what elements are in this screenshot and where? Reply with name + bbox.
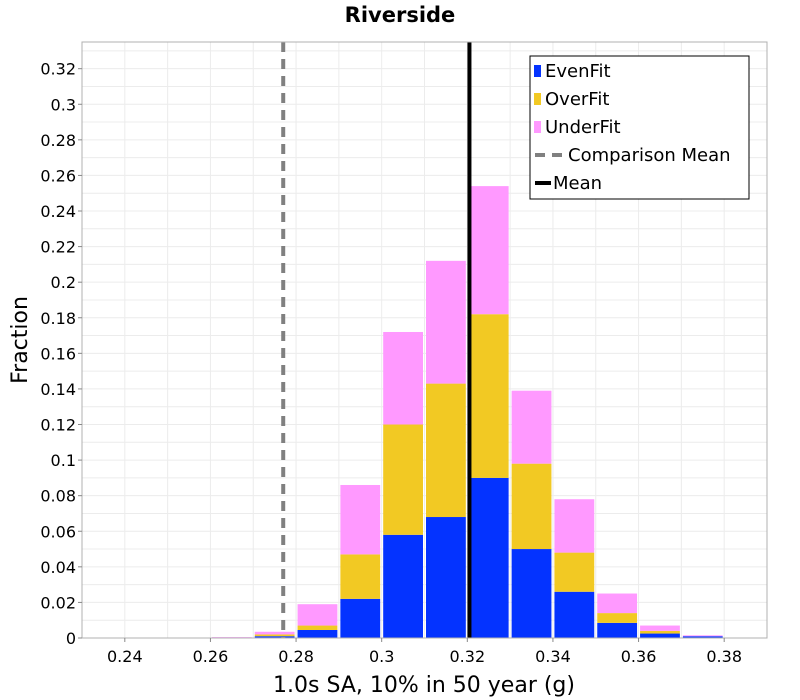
legend-label-mean: Mean [553,173,602,194]
x-tick-label: 0.26 [193,647,229,666]
y-tick-label: 0.3 [51,95,76,114]
bar-underfit-0.325 [468,186,509,315]
y-tick-label: 0 [66,629,76,648]
bar-evenfit-0.335 [511,549,552,638]
bar-underfit-0.335 [511,390,552,464]
bar-overfit-0.335 [511,463,552,550]
y-tick-label: 0.06 [40,522,76,541]
y-tick-labels: 0 0.02 0.04 0.06 0.08 0.1 0.12 0.14 0.16 0.18 0.2 0… [40,60,82,648]
y-tick-label: 0.2 [51,273,76,292]
legend-swatch-underfit [534,121,541,133]
y-axis-title: Fraction [8,296,33,384]
legend-swatch-evenfit [534,65,541,77]
x-tick-label: 0.34 [535,647,571,666]
x-tick-label: 0.28 [278,647,314,666]
bar-overfit-0.295 [340,554,381,599]
y-tick-label: 0.32 [40,60,76,79]
legend-label-comparison-mean: Comparison Mean [568,145,731,166]
bar-evenfit-0.295 [340,598,381,638]
legend: EvenFit OverFit UnderFit Comparison Mean Mea… [529,55,750,200]
y-tick-label: 0.22 [40,238,76,257]
bar-evenfit-0.365 [640,633,680,638]
x-tick-label: 0.38 [706,647,742,666]
legend-swatch-overfit [534,93,541,105]
bar-underfit-0.365 [640,625,680,631]
bar-overfit-0.325 [468,314,509,478]
bar-evenfit-0.275 [254,636,295,638]
bar-overfit-0.345 [554,552,595,592]
y-tick-label: 0.16 [40,344,76,363]
y-tick-label: 0.12 [40,416,76,435]
bar-evenfit-0.315 [426,517,466,638]
bar-evenfit-0.375 [682,636,723,638]
y-tick-label: 0.26 [40,166,76,185]
legend-box [529,55,750,200]
y-tick-label: 0.28 [40,131,76,150]
bar-evenfit-0.355 [597,622,638,638]
bar-evenfit-0.285 [297,629,338,638]
bar-underfit-0.375 [682,635,723,637]
bar-underfit-0.305 [383,331,423,425]
x-tick-label: 0.36 [621,647,657,666]
legend-label-underfit: UnderFit [545,117,621,138]
legend-label-overfit: OverFit [545,89,609,110]
bar-evenfit-0.305 [383,534,423,638]
y-tick-label: 0.08 [40,487,76,506]
bar-overfit-0.365 [640,630,680,634]
y-tick-label: 0.24 [40,202,76,221]
bars-layer [211,186,723,638]
y-tick-label: 0.04 [40,558,76,577]
plot-frame [81,41,768,639]
x-tick-label: 0.24 [107,647,143,666]
bar-underfit-0.345 [554,499,595,553]
x-tick-label: 0.32 [450,647,486,666]
y-tick-label: 0.02 [40,593,76,612]
chart-title: Riverside [345,3,456,27]
y-tick-label: 0.1 [51,451,76,470]
bar-evenfit-0.345 [554,591,595,638]
bar-overfit-0.305 [383,424,423,535]
bar-overfit-0.355 [597,613,638,623]
x-axis-title: 1.0s SA, 10% in 50 year (g) [273,673,575,698]
bar-overfit-0.285 [297,625,338,630]
bar-underfit-0.295 [340,484,381,555]
legend-label-evenfit: EvenFit [545,61,611,82]
x-tick-label: 0.3 [369,647,394,666]
bar-underfit-0.355 [597,593,638,614]
bar-overfit-0.275 [254,634,295,637]
x-tick-labels: 0.24 0.26 0.28 0.3 0.32 0.34 0.36 0.38 [107,638,742,666]
mean-lines-layer [281,42,472,638]
y-tick-label: 0.18 [40,309,76,328]
bar-evenfit-0.325 [468,477,509,638]
bar-overfit-0.315 [426,383,466,518]
bar-underfit-0.315 [426,260,466,384]
y-tick-label: 0.14 [40,380,76,399]
bar-underfit-0.285 [297,604,338,626]
bar-underfit-0.275 [254,631,295,635]
